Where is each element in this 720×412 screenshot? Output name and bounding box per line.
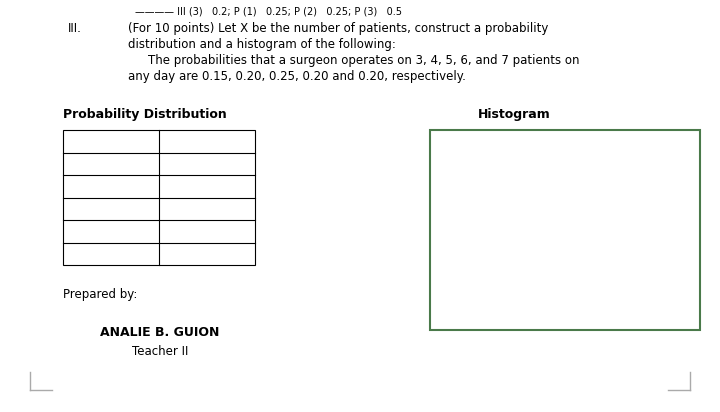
Text: Teacher II: Teacher II [132, 345, 188, 358]
Text: III.: III. [68, 22, 82, 35]
Text: Probability Distribution: Probability Distribution [63, 108, 227, 121]
Text: ANALIE B. GUION: ANALIE B. GUION [100, 326, 220, 339]
Text: The probabilities that a surgeon operates on 3, 4, 5, 6, and 7 patients on: The probabilities that a surgeon operate… [148, 54, 580, 67]
Text: Prepared by:: Prepared by: [63, 288, 138, 301]
Text: ———— III (3)   0.2; P (1)   0.25; P (2)   0.25; P (3)   0.5: ———— III (3) 0.2; P (1) 0.25; P (2) 0.25… [135, 6, 402, 16]
Bar [430, 130, 700, 330]
Text: distribution and a histogram of the following:: distribution and a histogram of the foll… [128, 38, 396, 51]
Text: Histogram: Histogram [478, 108, 551, 121]
Text: (For 10 points) Let X be the number of patients, construct a probability: (For 10 points) Let X be the number of p… [128, 22, 549, 35]
Bar [63, 130, 255, 265]
Text: any day are 0.15, 0.20, 0.25, 0.20 and 0.20, respectively.: any day are 0.15, 0.20, 0.25, 0.20 and 0… [128, 70, 466, 83]
